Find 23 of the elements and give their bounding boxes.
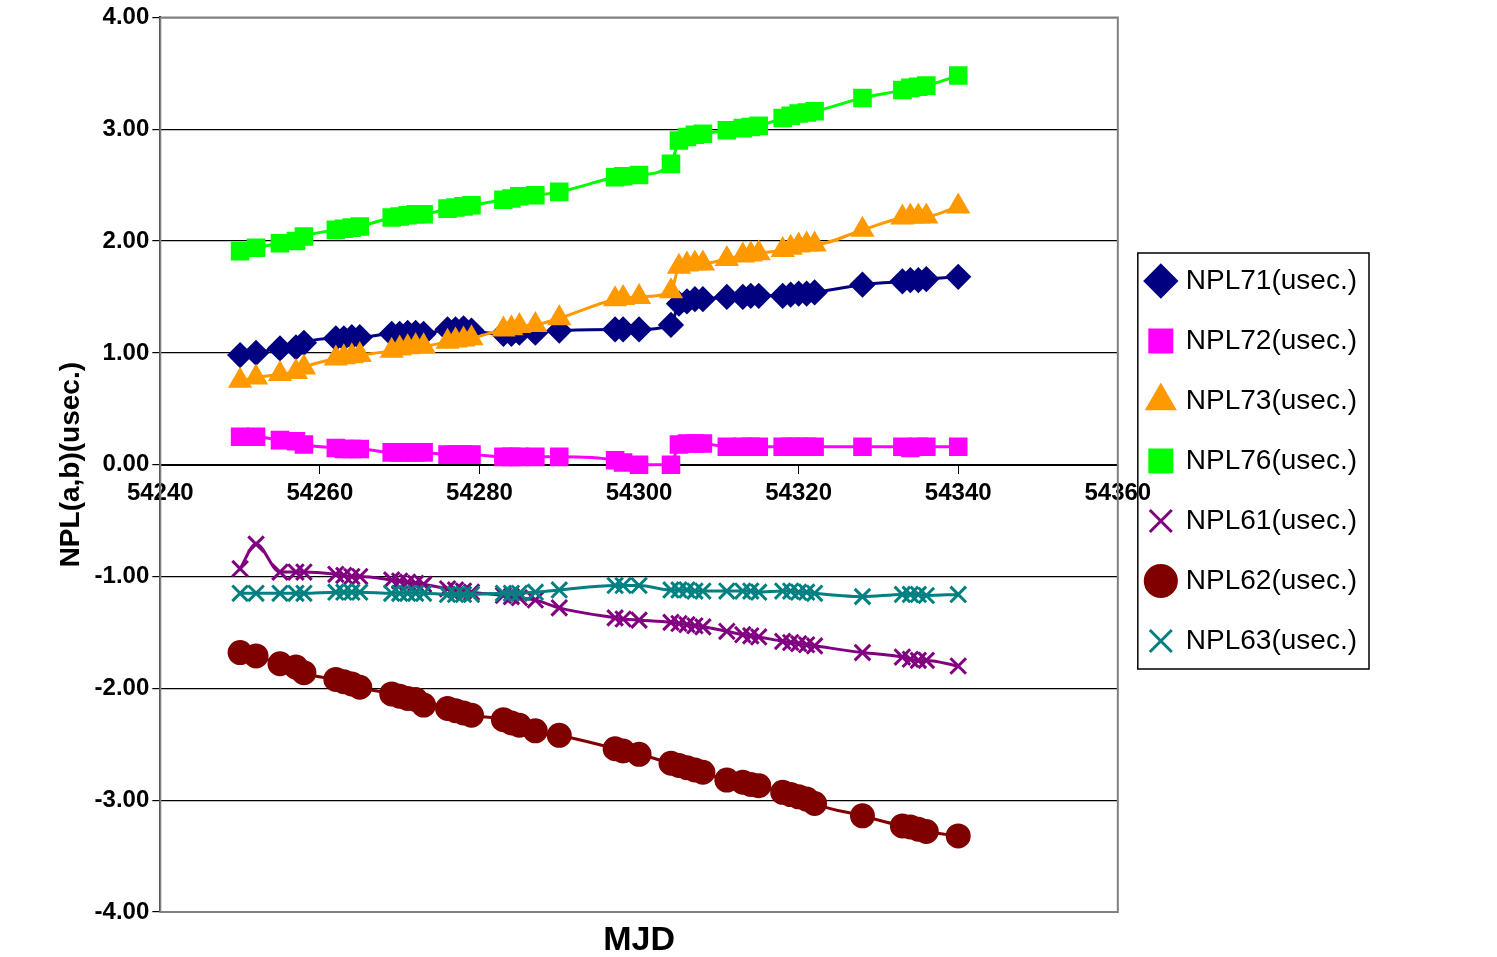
legend-label: NPL61(usec.) bbox=[1185, 503, 1357, 535]
y-tick-label: 1.00 bbox=[102, 337, 150, 365]
x-tick-label: 54280 bbox=[446, 477, 513, 505]
y-tick-label: 3.00 bbox=[102, 113, 150, 141]
legend-label: NPL76(usec.) bbox=[1185, 443, 1357, 475]
x-tick-label: 54320 bbox=[765, 477, 833, 505]
y-tick-label: -3.00 bbox=[94, 784, 150, 812]
x-tick-label: 54340 bbox=[924, 477, 992, 505]
y-tick-label: 0.00 bbox=[102, 449, 150, 477]
legend-label: NPL62(usec.) bbox=[1185, 563, 1357, 595]
y-tick-label: 4.00 bbox=[102, 2, 150, 30]
legend-label: NPL63(usec.) bbox=[1185, 623, 1357, 655]
y-tick-label: -4.00 bbox=[94, 896, 150, 924]
y-tick-label: -2.00 bbox=[94, 672, 150, 700]
y-tick-label: 2.00 bbox=[102, 225, 150, 253]
y-axis-title: NPL(a,b)(usec.) bbox=[53, 362, 85, 568]
legend-label: NPL72(usec.) bbox=[1185, 323, 1357, 355]
y-tick-label: -1.00 bbox=[94, 561, 150, 589]
x-axis-title: MJD bbox=[603, 919, 675, 957]
x-tick-label: 54300 bbox=[605, 477, 673, 505]
x-tick-label: 54260 bbox=[286, 477, 354, 505]
legend-label: NPL71(usec.) bbox=[1185, 263, 1357, 295]
legend-label: NPL73(usec.) bbox=[1185, 383, 1357, 415]
